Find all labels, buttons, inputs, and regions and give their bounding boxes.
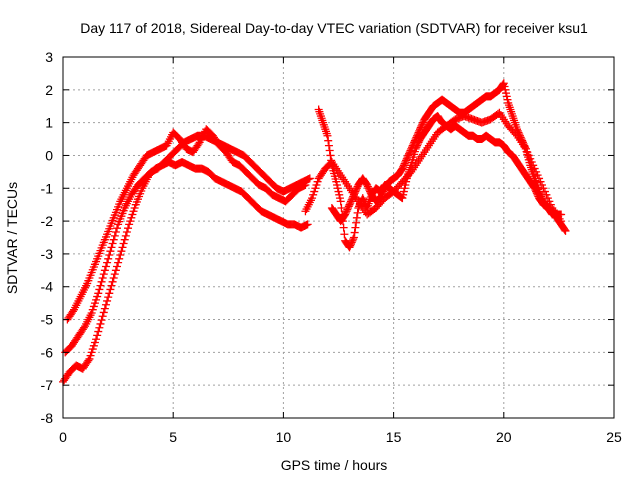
data-point bbox=[97, 316, 106, 325]
data-point bbox=[301, 180, 310, 189]
data-point bbox=[349, 233, 358, 242]
x-tick-label: 20 bbox=[496, 429, 512, 445]
data-point bbox=[109, 273, 118, 282]
data-point bbox=[114, 258, 123, 267]
data-point bbox=[561, 226, 570, 235]
data-point bbox=[100, 266, 109, 275]
data-point bbox=[108, 277, 117, 286]
data-point bbox=[339, 223, 348, 232]
y-tick-label: -8 bbox=[41, 410, 54, 426]
data-point bbox=[326, 151, 335, 160]
y-axis-ticks: -8 -7 -6 -5 -4 -3 -2 -1 0 1 2 3 bbox=[41, 49, 614, 426]
y-tick-label: 3 bbox=[45, 49, 53, 65]
y-tick-label: -1 bbox=[41, 180, 54, 196]
x-axis-ticks: 0 5 10 15 20 25 bbox=[59, 57, 622, 445]
y-axis-label: SDTVAR / TECUs bbox=[4, 182, 20, 294]
x-tick-label: 15 bbox=[386, 429, 402, 445]
data-point bbox=[110, 231, 119, 240]
data-point bbox=[101, 300, 110, 309]
grid bbox=[63, 57, 614, 418]
data-point bbox=[352, 213, 361, 222]
y-tick-label: 2 bbox=[45, 82, 53, 98]
x-tick-label: 25 bbox=[606, 429, 622, 445]
data-point bbox=[116, 251, 125, 260]
x-tick-label: 0 bbox=[59, 429, 67, 445]
data-point bbox=[104, 254, 113, 263]
data-point bbox=[105, 251, 114, 260]
x-tick-label: 10 bbox=[276, 429, 292, 445]
data-point bbox=[324, 141, 333, 150]
y-tick-label: -7 bbox=[41, 377, 54, 393]
data-point bbox=[351, 223, 360, 232]
data-point bbox=[97, 277, 106, 286]
data-point bbox=[110, 270, 119, 279]
data-point bbox=[117, 247, 126, 256]
data-point bbox=[107, 243, 116, 252]
data-points bbox=[59, 79, 570, 386]
data-point bbox=[352, 218, 361, 227]
data-point bbox=[99, 270, 108, 279]
y-tick-label: 0 bbox=[45, 147, 53, 163]
plot-border bbox=[62, 56, 615, 419]
y-tick-label: -5 bbox=[41, 312, 54, 328]
data-point bbox=[105, 289, 114, 298]
data-point bbox=[118, 243, 127, 252]
data-point bbox=[84, 356, 93, 365]
x-tick-label: 5 bbox=[169, 429, 177, 445]
y-tick-label: -4 bbox=[41, 279, 54, 295]
data-point bbox=[350, 228, 359, 237]
data-point bbox=[92, 335, 101, 344]
data-point bbox=[103, 296, 112, 305]
y-tick-label: 1 bbox=[45, 115, 53, 131]
data-point bbox=[325, 146, 334, 155]
data-point bbox=[94, 327, 103, 336]
data-point bbox=[115, 254, 124, 263]
data-point bbox=[124, 224, 133, 233]
data-point bbox=[349, 235, 358, 244]
y-tick-label: -3 bbox=[41, 246, 54, 262]
data-point bbox=[101, 262, 110, 271]
x-axis-label: GPS time / hours bbox=[281, 457, 388, 473]
data-point bbox=[99, 308, 108, 317]
data-point bbox=[106, 247, 115, 256]
y-tick-label: -2 bbox=[41, 213, 54, 229]
data-point bbox=[560, 225, 569, 234]
data-point bbox=[107, 281, 116, 290]
data-point bbox=[305, 174, 314, 183]
data-point bbox=[95, 285, 104, 294]
y-tick-label: -6 bbox=[41, 344, 54, 360]
chart-title: Day 117 of 2018, Sidereal Day-to-day VTE… bbox=[80, 20, 588, 36]
data-point bbox=[112, 224, 121, 233]
data-point bbox=[303, 220, 312, 229]
data-point bbox=[109, 235, 118, 244]
data-point bbox=[324, 136, 333, 145]
data-point bbox=[96, 281, 105, 290]
series-track-f bbox=[301, 108, 566, 226]
data-point bbox=[98, 273, 107, 282]
data-point bbox=[96, 319, 105, 328]
series-track-c bbox=[63, 125, 310, 324]
data-point bbox=[336, 197, 345, 206]
data-point bbox=[111, 266, 120, 275]
data-point bbox=[353, 208, 362, 217]
data-point bbox=[120, 235, 129, 244]
data-point bbox=[119, 239, 128, 248]
data-point bbox=[121, 231, 130, 240]
data-point bbox=[104, 293, 113, 302]
data-point bbox=[122, 228, 131, 237]
data-point bbox=[95, 323, 104, 332]
data-point bbox=[106, 285, 115, 294]
data-point bbox=[557, 217, 566, 226]
data-point bbox=[111, 228, 120, 237]
data-point bbox=[100, 304, 109, 313]
data-point bbox=[323, 131, 332, 140]
data-point bbox=[340, 230, 349, 239]
data-point bbox=[112, 262, 121, 271]
data-point bbox=[98, 312, 107, 321]
data-point bbox=[108, 239, 117, 248]
data-point bbox=[103, 258, 112, 267]
data-point bbox=[94, 289, 103, 298]
data-point bbox=[93, 331, 102, 340]
